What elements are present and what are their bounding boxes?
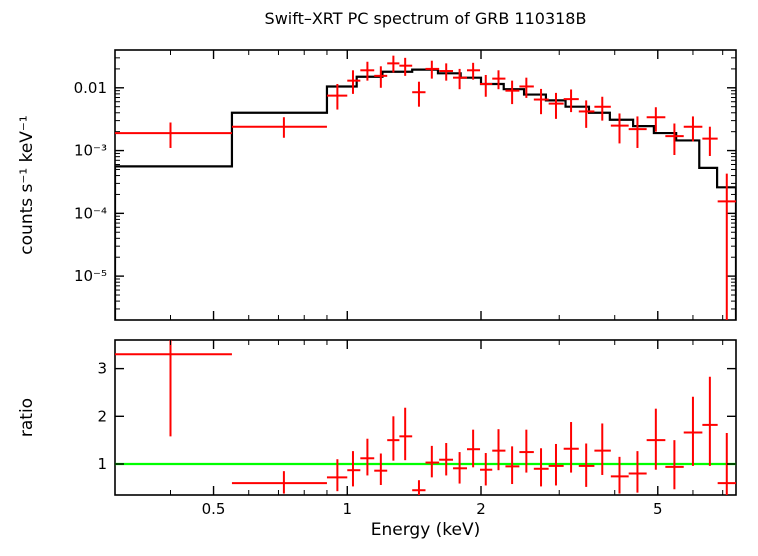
svg-text:ratio: ratio: [17, 398, 37, 437]
svg-text:2: 2: [476, 500, 486, 518]
svg-text:Energy (keV): Energy (keV): [371, 520, 481, 540]
svg-text:3: 3: [97, 360, 107, 378]
svg-text:10⁻³: 10⁻³: [74, 142, 107, 160]
svg-text:Swift–XRT PC spectrum of GRB 1: Swift–XRT PC spectrum of GRB 110318B: [265, 9, 587, 28]
chart-container: Swift–XRT PC spectrum of GRB 110318B 10⁻⁵…: [0, 0, 758, 556]
svg-text:5: 5: [653, 500, 663, 518]
svg-text:2: 2: [97, 407, 107, 425]
svg-text:1: 1: [97, 455, 107, 473]
svg-text:10⁻⁵: 10⁻⁵: [74, 267, 107, 285]
svg-text:counts s⁻¹ keV⁻¹: counts s⁻¹ keV⁻¹: [17, 115, 37, 254]
svg-text:0.5: 0.5: [202, 500, 226, 518]
svg-text:0.01: 0.01: [74, 79, 107, 97]
svg-text:1: 1: [343, 500, 353, 518]
svg-text:10⁻⁴: 10⁻⁴: [74, 204, 107, 222]
spectrum-chart: Swift–XRT PC spectrum of GRB 110318B 10⁻⁵…: [0, 0, 758, 556]
